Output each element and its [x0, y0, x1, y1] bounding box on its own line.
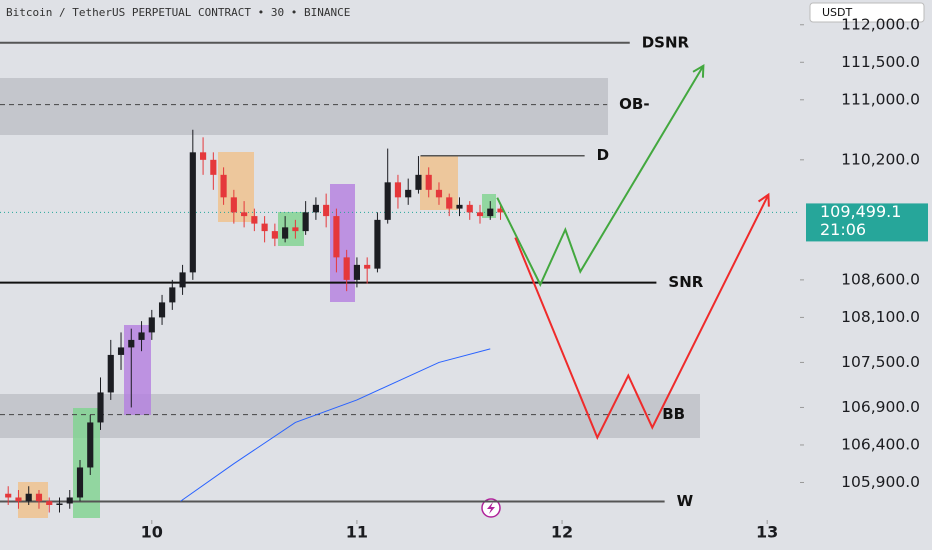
candle-body — [251, 216, 258, 224]
candle-body — [323, 204, 330, 217]
candle-body — [76, 467, 84, 498]
candle-body — [15, 497, 22, 502]
projection-line — [514, 194, 770, 440]
candle-body — [87, 422, 94, 468]
level-label: BB — [662, 405, 685, 423]
candle-body — [35, 493, 43, 502]
projection-arrowhead — [757, 192, 770, 207]
highlight-box — [278, 212, 304, 246]
candle-body — [107, 354, 114, 393]
candle-body — [56, 503, 63, 505]
projection-line — [496, 65, 705, 287]
candle-body — [271, 231, 278, 239]
candle-body — [282, 227, 289, 239]
candle-body — [230, 197, 237, 213]
candle-body — [179, 272, 186, 288]
candle-body — [353, 264, 360, 280]
y-tick-label: 106,900.0 — [841, 398, 920, 416]
currency-box[interactable] — [809, 2, 925, 23]
moving-average — [180, 348, 491, 502]
level-label: OB- — [619, 95, 649, 113]
last-price-label: 109,499.1 — [820, 202, 901, 221]
x-tick-label: 12 — [551, 523, 573, 542]
candle-body — [374, 219, 381, 269]
candle-body — [333, 216, 340, 258]
candle-body — [128, 339, 135, 348]
candle-body — [189, 152, 196, 273]
candle-body — [138, 332, 145, 340]
candle-body — [476, 212, 484, 217]
level-label: W — [677, 492, 694, 510]
candle-body — [148, 317, 155, 333]
candle-body — [158, 302, 166, 318]
candle-body — [169, 287, 176, 303]
y-tick-label: 107,500.0 — [841, 353, 920, 371]
x-tick-label: 13 — [756, 523, 778, 542]
x-tick-label: 11 — [346, 523, 368, 542]
y-tick-label: 108,600.0 — [841, 270, 920, 288]
level-label: D — [597, 146, 609, 164]
y-tick-label: 111,000.0 — [841, 90, 920, 108]
candle-body — [384, 182, 391, 220]
candle-body — [343, 257, 350, 280]
y-tick-label: 110,200.0 — [841, 150, 920, 168]
candle-body — [446, 197, 453, 209]
candle-body — [46, 501, 53, 505]
candle-body — [5, 493, 12, 498]
x-tick-label: 10 — [141, 523, 163, 542]
candle-body — [405, 189, 412, 198]
y-tick-label: 105,900.0 — [841, 473, 920, 491]
level-label: DSNR — [642, 33, 690, 51]
candle-body — [200, 152, 207, 160]
candle-body — [302, 212, 309, 232]
y-tick-label: 111,500.0 — [841, 53, 920, 71]
candle-body — [394, 182, 402, 198]
candle-body — [466, 204, 473, 213]
projection-arrowhead — [692, 63, 705, 78]
y-tick-label: 106,400.0 — [841, 435, 920, 453]
candle-body — [415, 174, 422, 190]
candle-body — [241, 212, 248, 217]
currency-label[interactable]: USDT — [822, 6, 853, 19]
ob-zone — [0, 78, 608, 135]
level-label: SNR — [668, 273, 703, 291]
highlight-box — [73, 408, 100, 518]
candle-body — [425, 174, 432, 190]
candle-body — [66, 497, 73, 504]
candle-body — [117, 347, 125, 355]
candle-body — [456, 204, 463, 209]
last-price-badge — [806, 203, 928, 242]
candle-body — [435, 189, 443, 198]
candle-body — [220, 174, 227, 198]
candle-body — [210, 159, 217, 175]
candle-body — [97, 392, 104, 423]
candle-body — [25, 493, 32, 502]
y-tick-label: 108,100.0 — [841, 308, 920, 326]
event-icon-bolt — [487, 502, 495, 514]
candle-body — [261, 223, 268, 232]
candle-body — [364, 264, 371, 269]
candle-body — [497, 208, 504, 213]
y-tick-label: 112,000.0 — [841, 15, 920, 33]
candle-body — [312, 204, 319, 213]
candle-body — [487, 208, 494, 217]
candle-body — [292, 227, 299, 232]
countdown-label: 21:06 — [820, 220, 866, 239]
highlight-box — [18, 482, 48, 518]
highlight-box — [124, 325, 151, 415]
chart-title: Bitcoin / TetherUS PERPETUAL CONTRACT • … — [6, 6, 350, 19]
